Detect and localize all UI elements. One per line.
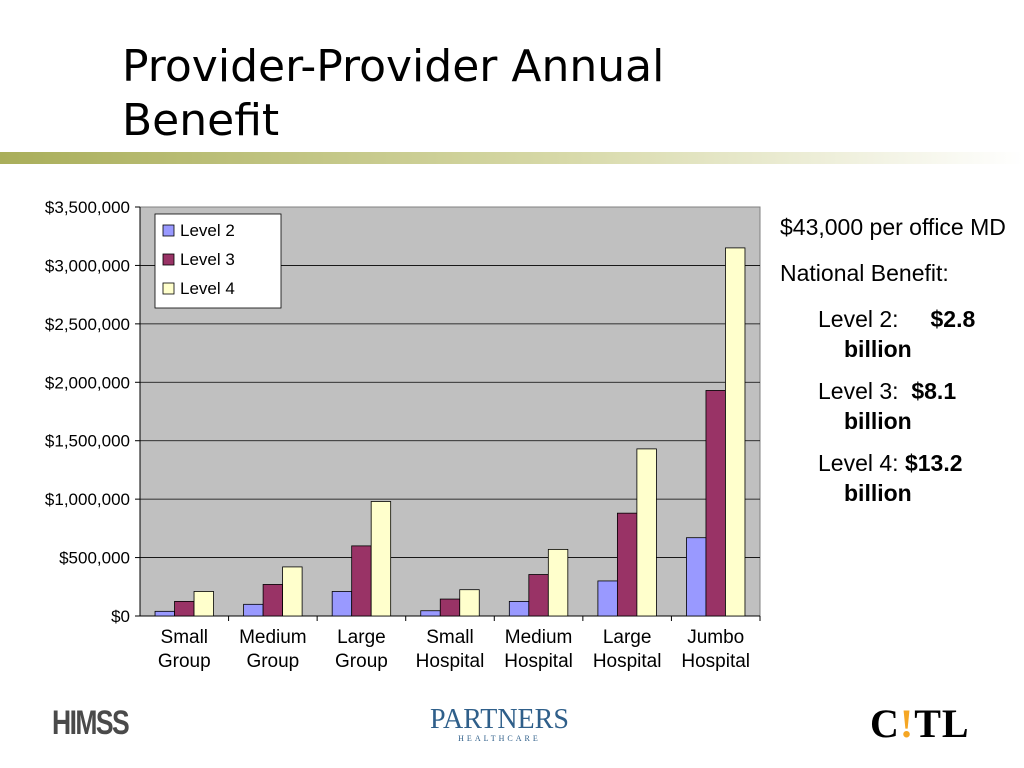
bar (616, 512, 638, 617)
citl-logo-exclamation: ! (899, 701, 915, 746)
bars (154, 247, 746, 617)
y-tick-label: $2,000,000 (45, 373, 130, 392)
level-2-value: $2.8 billion (844, 306, 976, 362)
legend-box (154, 213, 282, 309)
y-tick-label: $3,500,000 (45, 198, 130, 217)
x-tick-label: Large (603, 627, 652, 648)
y-tick-label: $0 (111, 607, 130, 626)
bar (528, 574, 549, 617)
x-tick-label: Group (246, 651, 299, 672)
y-axis-ticks: $0 $500,000 $1,000,000 $1,500,000 $2,000,000… (45, 198, 760, 626)
x-tick-label: Small (426, 627, 474, 648)
y-tick-label: $2,500,000 (45, 315, 130, 334)
slide-title-line-1: Provider-Provider Annual (122, 41, 665, 92)
level-2-label: Level 2: (818, 306, 899, 332)
legend-entry: Level 3 (180, 250, 235, 269)
y-tick-label: $1,000,000 (45, 490, 130, 509)
bar (331, 591, 353, 617)
x-tick-label: Hospital (416, 651, 485, 672)
level-4-value: $13.2 billion (844, 450, 963, 506)
x-axis-labels: Small Group Medium Group Large Group Small Hosp… (158, 616, 761, 672)
per-md-note: $43,000 per office MD (780, 214, 1006, 240)
partners-healthcare-logo: PARTNERS HEALTHCARE (430, 704, 569, 744)
level-4-benefit: Level 4: $13.2 billion (818, 448, 1020, 508)
legend: Level 2 Level 3 Level 4 (154, 213, 282, 309)
bar (174, 600, 195, 617)
x-tick-label: Hospital (681, 651, 750, 672)
x-tick-label: Small (161, 627, 209, 648)
bar (420, 610, 441, 617)
bar (597, 580, 618, 617)
partners-logo-main: PARTNERS (430, 704, 569, 735)
level-3-benefit: Level 3: $8.1 billion (818, 376, 1020, 436)
slide-title: Provider-Provider Annual Benefit (122, 40, 822, 148)
x-tick-label: Medium (505, 627, 573, 648)
bar (459, 589, 480, 617)
legend-entry: Level 2 (180, 221, 235, 240)
y-tick-label: $500,000 (59, 549, 130, 568)
y-tick-label: $1,500,000 (45, 432, 130, 451)
y-tick-label: $3,000,000 (45, 256, 130, 275)
bar (508, 600, 530, 617)
x-tick-label: Hospital (593, 651, 662, 672)
bar (282, 566, 303, 617)
x-tick-label: Group (335, 651, 388, 672)
x-tick-label: Jumbo (687, 627, 744, 648)
partners-logo-sub: HEALTHCARE (458, 734, 541, 743)
bar (370, 501, 392, 617)
x-tick-label: Group (158, 651, 211, 672)
title-underline-rule (0, 152, 1024, 164)
bar (439, 598, 461, 617)
bar-chart: $0 $500,000 $1,000,000 $1,500,000 $2,000,000… (45, 198, 761, 672)
level-2-benefit: Level 2: $2.8 billion (818, 304, 1020, 364)
legend-swatch (162, 253, 175, 266)
bar (725, 247, 746, 617)
slide-title-line-2: Benefit (122, 95, 280, 146)
bar (351, 545, 372, 617)
legend-swatch (162, 282, 175, 295)
level-4-label: Level 4: (818, 450, 899, 476)
citl-logo: C!TL (870, 701, 970, 746)
bar (547, 548, 569, 617)
level-3-value: $8.1 billion (844, 378, 957, 434)
bar (154, 610, 175, 617)
x-tick-label: Medium (239, 627, 307, 648)
bar (686, 537, 707, 617)
legend-entry: Level 4 (180, 279, 235, 298)
legend-swatch (162, 224, 175, 237)
bar (705, 390, 726, 617)
side-notes: $43,000 per office MD National Benefit: … (780, 212, 1020, 520)
bar (243, 603, 264, 617)
bar (636, 448, 657, 617)
himss-logo: HIMSS (52, 704, 130, 742)
national-benefit-label: National Benefit: (780, 260, 949, 286)
bar (262, 584, 284, 617)
x-tick-label: Hospital (504, 651, 573, 672)
level-3-label: Level 3: (818, 378, 899, 404)
x-tick-label: Large (337, 627, 386, 648)
bar (193, 591, 214, 617)
